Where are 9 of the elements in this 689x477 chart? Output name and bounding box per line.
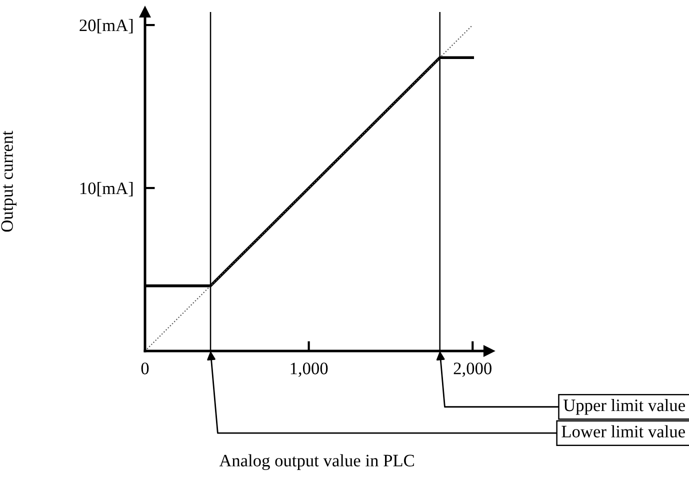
x-tick-label: 0	[141, 362, 149, 374]
x-axis-title: Analog output value in PLC	[219, 454, 414, 470]
y-tick-label: 10[mA]	[80, 182, 133, 196]
x-tick-label: 2,000	[454, 362, 492, 377]
ref-line-label: Lower limit value	[562, 425, 685, 438]
y-tick-label: 20[mA]	[80, 19, 133, 34]
ref-line-label: Upper limit value	[563, 399, 685, 415]
x-tick-label: 1,000	[290, 362, 328, 377]
y-axis-title: Output current	[1, 130, 16, 232]
